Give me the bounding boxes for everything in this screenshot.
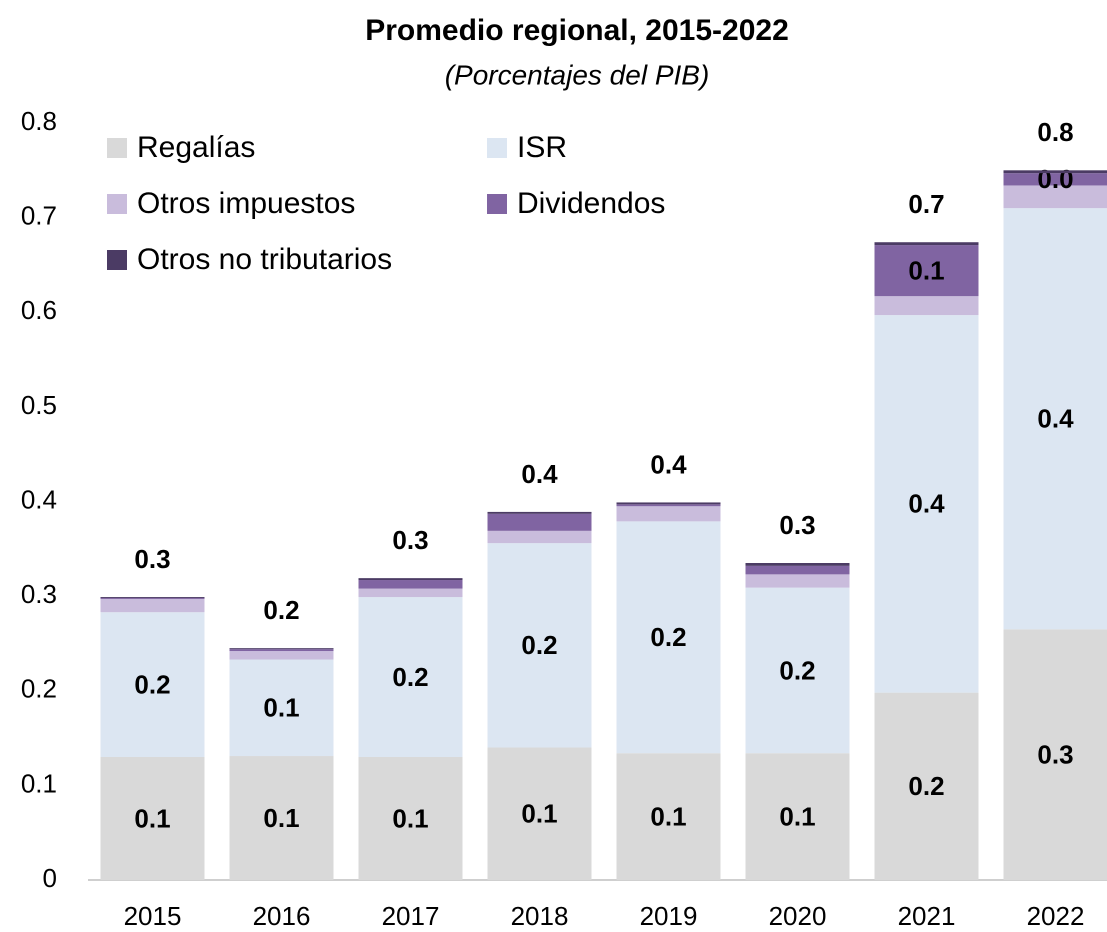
bar-segment: [487, 511, 592, 514]
total-label: 0.3: [779, 510, 815, 540]
x-tick-label: 2018: [511, 901, 569, 931]
total-label: 0.2: [263, 595, 299, 625]
bar-segment: [358, 756, 463, 880]
total-label: 0.3: [134, 544, 170, 574]
data-label: 0.1: [263, 803, 299, 833]
data-label: 0.1: [392, 803, 428, 833]
chart-title: Promedio regional, 2015-2022: [365, 14, 789, 47]
bar-segment: [358, 578, 463, 581]
y-tick-label: 0.8: [21, 106, 57, 136]
legend-label: Otros impuestos: [137, 187, 355, 220]
y-tick-label: 0: [43, 863, 57, 893]
data-label: 0.4: [1037, 404, 1074, 434]
legend-swatch: [107, 138, 127, 158]
bar-segment: [745, 753, 850, 880]
data-label: 0.1: [908, 255, 944, 285]
data-label: 0.2: [134, 669, 170, 699]
bar-segment: [874, 315, 979, 693]
legend-label: Dividendos: [517, 187, 665, 220]
bar-segment: [616, 753, 721, 880]
x-tick-label: 2020: [769, 901, 827, 931]
bar-segment: [100, 756, 205, 880]
bar-segment: [1003, 629, 1107, 880]
bar-segment: [616, 504, 721, 507]
legend-swatch: [107, 194, 127, 214]
bar-segment: [1003, 185, 1107, 209]
y-tick-label: 0.4: [21, 484, 57, 514]
y-tick-label: 0.7: [21, 201, 57, 231]
bar-segment: [100, 598, 205, 599]
y-tick-label: 0.6: [21, 295, 57, 325]
legend-swatch: [107, 250, 127, 270]
bar-segment: [874, 245, 979, 297]
data-label: 0.4: [908, 489, 945, 519]
bar-segment: [874, 296, 979, 316]
bar-segment: [100, 597, 205, 599]
data-label: 0.2: [779, 655, 815, 685]
bar-segment: [100, 612, 205, 757]
bar-segment: [745, 563, 850, 566]
data-label: 0.2: [908, 771, 944, 801]
data-label: 0.2: [392, 662, 428, 692]
total-label: 0.8: [1037, 117, 1073, 147]
legend-swatch: [487, 194, 507, 214]
bar-segment: [487, 513, 592, 531]
bar-segment: [487, 543, 592, 748]
bar-segment: [358, 588, 463, 598]
total-label: 0.4: [521, 459, 558, 489]
data-label: 0.1: [134, 803, 170, 833]
total-label: 0.3: [392, 525, 428, 555]
legend-label: ISR: [517, 131, 567, 164]
bar-segment: [358, 597, 463, 757]
bar-segment: [616, 506, 721, 522]
legend-label: Regalías: [137, 131, 255, 164]
x-tick-label: 2015: [124, 901, 182, 931]
y-tick-label: 0.3: [21, 579, 57, 609]
bar-segment: [745, 587, 850, 754]
x-tick-label: 2017: [382, 901, 440, 931]
data-label: 0.2: [521, 630, 557, 660]
legend-swatch: [487, 138, 507, 158]
y-tick-label: 0.5: [21, 390, 57, 420]
total-label: 0.7: [908, 189, 944, 219]
data-label: 0.3: [1037, 739, 1073, 769]
bar-segment: [229, 756, 334, 880]
bar-segment: [1003, 170, 1107, 174]
data-label: 0.2: [650, 622, 686, 652]
bar-segment: [229, 649, 334, 652]
y-tick-label: 0.2: [21, 674, 57, 704]
bar-segment: [100, 598, 205, 613]
bar-segment: [229, 648, 334, 650]
bar-segment: [745, 565, 850, 575]
bar-segment: [1003, 208, 1107, 630]
data-label: 0.1: [263, 693, 299, 723]
x-tick-label: 2021: [898, 901, 956, 931]
total-label: 0.4: [650, 449, 687, 479]
x-tick-label: 2022: [1027, 901, 1085, 931]
chart-subtitle: (Porcentajes del PIB): [445, 59, 710, 90]
bar-segment: [487, 747, 592, 880]
data-label: 0.1: [779, 801, 815, 831]
x-tick-label: 2016: [253, 901, 311, 931]
bar-segment: [229, 651, 334, 660]
bar-segment: [874, 692, 979, 880]
bar-segment: [358, 580, 463, 589]
bar-segment: [745, 574, 850, 588]
bar-segment: [874, 242, 979, 246]
bar-segment: [229, 659, 334, 757]
y-tick-label: 0.1: [21, 768, 57, 798]
bar-segment: [616, 502, 721, 505]
data-label: 0.0: [1037, 164, 1073, 194]
bar-segment: [1003, 173, 1107, 186]
bar-segment: [616, 521, 721, 754]
data-label: 0.1: [650, 801, 686, 831]
legend-label: Otros no tributarios: [137, 243, 392, 276]
bar-segment: [487, 530, 592, 544]
x-tick-label: 2019: [640, 901, 698, 931]
data-label: 0.1: [521, 799, 557, 829]
